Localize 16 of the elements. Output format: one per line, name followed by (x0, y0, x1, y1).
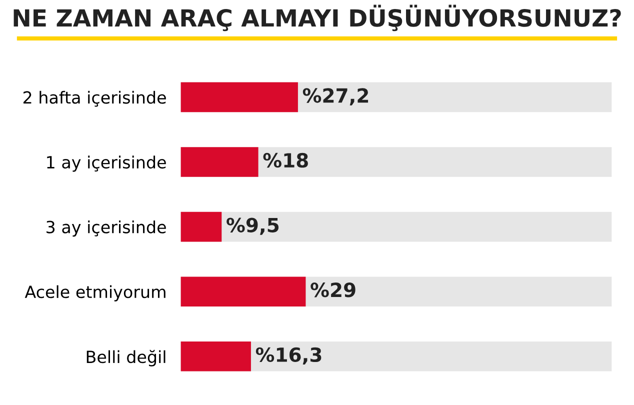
bar (180, 276, 306, 307)
data-label: %16,3 (256, 347, 322, 365)
y-tick-label: Acele etmiyorum (24, 285, 166, 302)
bar (180, 147, 258, 177)
y-tick-label: Belli değil (86, 350, 166, 366)
y-tick-label: 2 hafta içerisinde (23, 90, 166, 107)
data-label: %9,5 (226, 218, 279, 235)
bar (180, 341, 251, 372)
data-label: %27,2 (302, 88, 368, 106)
y-tick-label: 1 ay içerisinde (47, 156, 166, 172)
chart-title: NE ZAMAN ARAÇ ALMAYI DÜŞÜNÜYORSUNUZ? (14, 4, 621, 32)
y-tick-label: 3 ay içerisinde (46, 220, 166, 237)
data-label: %29 (310, 282, 356, 298)
data-label: %18 (263, 152, 308, 168)
bar (180, 82, 298, 112)
bar (180, 212, 222, 242)
